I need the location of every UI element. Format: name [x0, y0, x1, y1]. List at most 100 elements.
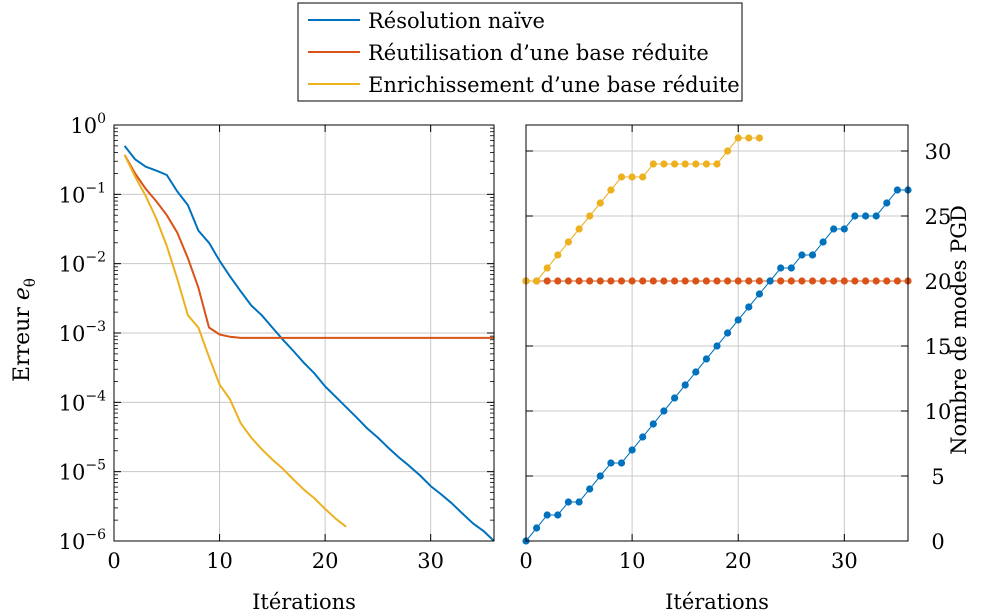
right-point-reuse [649, 277, 657, 285]
left-ylabel: Erreur eθ [10, 278, 39, 382]
right-point-naive [681, 381, 689, 389]
right-ytick-label: 0 [931, 530, 944, 554]
right-point-reuse [702, 277, 711, 285]
right-point-enrich [702, 160, 711, 168]
right-point-naive [575, 498, 583, 506]
right-point-reuse [893, 277, 902, 285]
right-line-enrich [526, 137, 760, 282]
right-point-naive [607, 459, 615, 467]
right-panel: 0 5 10 15 20 25 30 0 10 20 30 [519, 124, 952, 573]
left-xlabel: Itérations [252, 590, 356, 614]
right-point-naive [851, 212, 859, 220]
right-point-naive [745, 303, 753, 311]
right-point-naive [830, 225, 838, 233]
right-point-reuse [883, 277, 891, 285]
left-ylabel-symbol: e [10, 287, 35, 300]
right-point-reuse [564, 277, 573, 285]
right-point-naive [840, 225, 848, 233]
right-ytick-label: 15 [925, 335, 952, 359]
right-point-enrich [554, 251, 562, 259]
right-point-enrich [660, 160, 668, 168]
right-point-naive [564, 498, 573, 506]
right-point-naive [533, 524, 541, 532]
right-point-enrich [724, 147, 732, 155]
right-point-reuse [745, 277, 753, 285]
right-point-naive [554, 511, 562, 519]
right-point-reuse [851, 277, 859, 285]
right-point-naive [596, 472, 604, 480]
left-ylabel-subscript: θ [21, 278, 39, 287]
right-point-naive [628, 446, 636, 454]
right-point-reuse [830, 277, 838, 285]
right-point-naive [819, 238, 827, 246]
right-point-naive [787, 264, 795, 272]
left-axes-frame [113, 124, 495, 542]
right-point-naive [660, 407, 668, 415]
left-ytick-label: 10−2 [59, 250, 106, 277]
right-series-enrich [522, 134, 764, 285]
legend-box [297, 2, 743, 102]
right-ytick-label: 30 [925, 140, 952, 164]
left-ytick-label: 10−1 [59, 180, 106, 207]
right-point-naive [702, 355, 711, 363]
right-point-reuse [713, 277, 721, 285]
right-point-enrich [681, 160, 689, 168]
right-point-naive [617, 459, 626, 467]
right-point-enrich [692, 160, 700, 168]
left-series-enrich [123, 154, 347, 528]
right-point-naive [755, 290, 764, 298]
right-point-reuse [596, 277, 604, 285]
right-point-naive [808, 251, 817, 259]
right-point-enrich [533, 277, 541, 285]
right-axes-frame [525, 124, 909, 542]
right-point-naive [671, 394, 679, 402]
right-point-reuse [554, 277, 562, 285]
right-xtick-label: 10 [619, 549, 646, 573]
right-point-naive [639, 433, 647, 441]
left-xtick-label: 10 [206, 549, 233, 573]
right-point-naive [692, 368, 700, 376]
right-point-reuse [787, 277, 795, 285]
right-point-reuse [808, 277, 817, 285]
left-ytick-label: 10−6 [59, 527, 106, 554]
right-point-naive [734, 316, 742, 324]
right-point-reuse [639, 277, 647, 285]
right-point-reuse [777, 277, 785, 285]
right-point-reuse [798, 277, 806, 285]
right-point-reuse [681, 277, 689, 285]
right-point-reuse [755, 277, 764, 285]
right-point-enrich [564, 238, 573, 246]
right-point-naive [649, 420, 657, 428]
left-ylabel-text: Erreur [10, 307, 35, 382]
right-point-naive [766, 277, 774, 285]
right-point-naive [713, 342, 721, 350]
right-point-enrich [745, 134, 753, 142]
right-point-enrich [607, 186, 615, 194]
left-ytick-label: 100 [70, 111, 106, 138]
right-point-enrich [671, 160, 679, 168]
left-ytick-label: 10−5 [59, 458, 106, 485]
right-ytick-label: 25 [925, 205, 952, 229]
right-point-reuse [819, 277, 827, 285]
right-point-enrich [617, 173, 626, 181]
right-point-reuse [872, 277, 880, 285]
right-point-naive [586, 485, 594, 493]
left-xtick-label: 0 [107, 549, 120, 573]
right-point-enrich [543, 264, 551, 272]
left-ytick-label: 10−4 [59, 388, 106, 415]
right-xtick-label: 20 [725, 549, 752, 573]
right-point-enrich [649, 160, 657, 168]
right-ytick-label: 20 [925, 270, 952, 294]
right-point-reuse [862, 277, 870, 285]
right-point-reuse [724, 277, 732, 285]
right-point-enrich [713, 160, 721, 168]
right-point-reuse [692, 277, 700, 285]
right-point-naive [872, 212, 880, 220]
right-point-reuse [607, 277, 615, 285]
right-series-reuse [522, 277, 912, 285]
left-xtick-label: 30 [417, 549, 444, 573]
right-point-naive [862, 212, 870, 220]
right-point-naive [798, 251, 806, 259]
left-series-naive [123, 145, 494, 541]
